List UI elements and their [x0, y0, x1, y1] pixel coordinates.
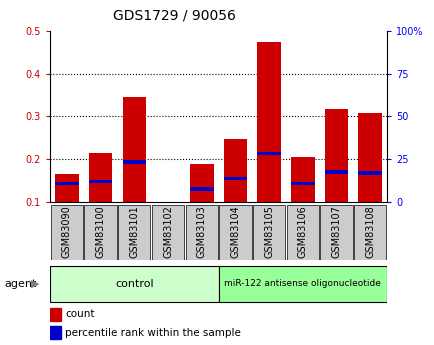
Bar [320, 205, 352, 260]
Bar [358, 171, 381, 175]
Bar [55, 182, 79, 185]
Bar [223, 139, 247, 202]
Bar [122, 97, 146, 202]
Bar [290, 157, 314, 202]
Bar [353, 205, 385, 260]
Bar [50, 266, 218, 302]
Bar [89, 153, 112, 202]
Bar [257, 152, 280, 155]
Text: GSM83101: GSM83101 [129, 206, 139, 258]
Text: miR-122 antisense oligonucleotide: miR-122 antisense oligonucleotide [224, 279, 381, 288]
Text: control: control [115, 279, 153, 289]
Text: GSM83103: GSM83103 [196, 206, 206, 258]
Bar [118, 205, 150, 260]
Bar [122, 160, 146, 164]
Bar [51, 205, 83, 260]
Bar [55, 174, 79, 202]
Bar [223, 177, 247, 180]
Bar [185, 205, 217, 260]
Bar [151, 205, 184, 260]
Text: count: count [65, 309, 95, 319]
Bar [190, 164, 213, 202]
Text: agent: agent [4, 279, 36, 288]
Text: GSM83107: GSM83107 [331, 206, 341, 258]
Bar [50, 326, 61, 339]
Bar [89, 180, 112, 183]
Bar [219, 205, 251, 260]
Bar [286, 205, 318, 260]
Bar [324, 170, 348, 174]
Text: GSM83102: GSM83102 [163, 206, 173, 258]
Bar [84, 205, 116, 260]
Bar [50, 308, 61, 321]
Text: GSM83106: GSM83106 [297, 206, 307, 258]
Bar [290, 182, 314, 185]
Bar [257, 42, 280, 202]
Bar [358, 113, 381, 202]
Text: GSM83105: GSM83105 [263, 206, 273, 258]
Text: ▶: ▶ [31, 279, 40, 288]
Text: GSM83090: GSM83090 [62, 206, 72, 258]
Text: GSM83100: GSM83100 [95, 206, 105, 258]
Text: percentile rank within the sample: percentile rank within the sample [65, 328, 240, 338]
Bar [190, 187, 213, 191]
Text: GDS1729 / 90056: GDS1729 / 90056 [112, 9, 235, 23]
Bar [324, 109, 348, 202]
Text: GSM83104: GSM83104 [230, 206, 240, 258]
Bar [218, 266, 386, 302]
Text: GSM83108: GSM83108 [365, 206, 375, 258]
Bar [253, 205, 285, 260]
